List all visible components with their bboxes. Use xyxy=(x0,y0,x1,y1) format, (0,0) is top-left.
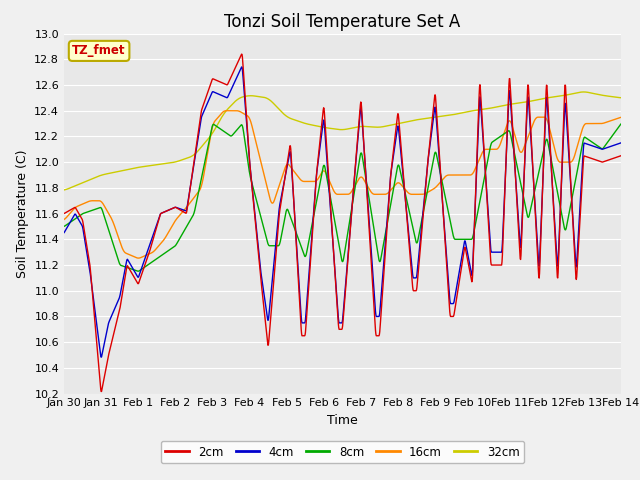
X-axis label: Time: Time xyxy=(327,414,358,427)
Y-axis label: Soil Temperature (C): Soil Temperature (C) xyxy=(16,149,29,278)
Title: Tonzi Soil Temperature Set A: Tonzi Soil Temperature Set A xyxy=(224,12,461,31)
Text: TZ_fmet: TZ_fmet xyxy=(72,44,126,58)
Legend: 2cm, 4cm, 8cm, 16cm, 32cm: 2cm, 4cm, 8cm, 16cm, 32cm xyxy=(161,441,524,463)
